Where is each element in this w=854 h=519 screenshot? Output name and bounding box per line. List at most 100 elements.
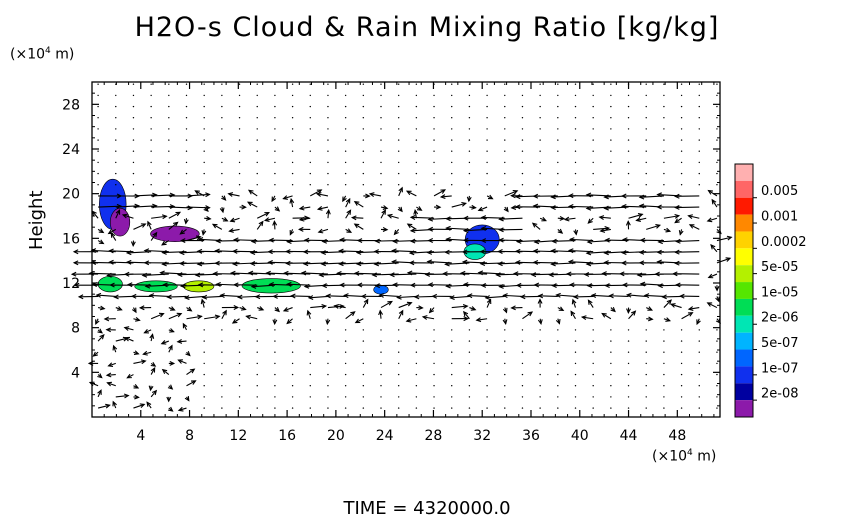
wind-vector-211 (221, 396, 223, 398)
wind-vector-564 (415, 139, 418, 141)
wind-vector-762 (512, 271, 541, 277)
wind-vector-104 (125, 250, 152, 256)
wind-vector-280 (236, 294, 258, 300)
wind-vector-517 (397, 329, 400, 331)
wind-vector-591 (433, 172, 435, 175)
wind-vector-124 (168, 360, 176, 366)
wind-vector-595 (433, 128, 435, 130)
wind-vector-938 (646, 316, 654, 322)
wind-vector-1022 (698, 385, 700, 387)
wind-vector-904 (627, 362, 630, 365)
wind-vector-903 (627, 373, 630, 376)
wind-vector-76 (133, 223, 147, 230)
wind-vector-387 (309, 105, 311, 108)
wind-vector-1010 (680, 184, 683, 186)
wind-vector-147 (168, 105, 170, 108)
wind-vector-808 (557, 94, 559, 97)
wind-vector-530 (397, 184, 400, 186)
wind-vector-552 (389, 272, 417, 278)
colorbar-swatch-5 (735, 248, 753, 266)
wind-vector-460 (343, 293, 364, 299)
cloud-patches (97, 178, 500, 295)
wind-vector-420 (344, 407, 347, 409)
wind-vector-894 (610, 139, 612, 141)
wind-vector-214 (221, 362, 223, 365)
wind-vector-58 (115, 94, 117, 97)
wind-vector-541 (415, 396, 418, 398)
wind-vector-992 (680, 385, 683, 387)
wind-vector-86 (132, 117, 135, 119)
wind-vector-986 (663, 117, 665, 119)
wind-vector-238 (221, 94, 223, 97)
chart-title: H2O-s Cloud & Rain Mixing Ratio [kg/kg] (134, 12, 720, 43)
wind-vector-590 (433, 184, 435, 186)
wind-vector-725 (521, 351, 524, 353)
wind-vector-1021 (698, 396, 700, 398)
wind-vector-356 (291, 117, 294, 119)
wind-vector-426 (344, 340, 347, 342)
wind-vector-113 (150, 150, 152, 152)
wind-vector-258 (239, 204, 247, 210)
wind-vector-70 (113, 294, 134, 300)
wind-vector-832 (574, 161, 577, 164)
wind-vector-844 (592, 362, 594, 365)
wind-vector-411 (327, 172, 329, 175)
wind-vector-176 (185, 117, 188, 119)
wind-vector-568 (415, 94, 418, 97)
plot-frame (91, 81, 721, 418)
wind-vector-1055 (716, 351, 718, 353)
wind-vector-962 (663, 385, 665, 387)
wind-vector-516 (397, 340, 400, 342)
wind-vector-1038 (674, 204, 700, 210)
wind-vector-207 (203, 105, 205, 108)
wind-vector-385 (309, 128, 311, 130)
wind-vector-836 (574, 117, 577, 119)
wind-vector-685 (486, 128, 488, 130)
wind-vector-758 (537, 318, 543, 325)
wind-vector-466 (353, 223, 364, 230)
wind-vector-800 (557, 184, 559, 186)
wind-vector-115 (150, 128, 152, 130)
wind-vector-862 (592, 161, 594, 164)
wind-vector-681 (486, 172, 488, 175)
wind-vector-300 (274, 407, 276, 409)
wind-vector-277 (256, 329, 258, 331)
wind-vector-397 (327, 329, 329, 331)
wind-vector-432 (318, 272, 346, 278)
wind-vector-412 (327, 161, 329, 164)
colorbar-swatch-2 (735, 197, 753, 215)
wind-vector-46 (107, 228, 117, 235)
wind-vector-165 (186, 235, 202, 242)
wind-vector-348 (289, 197, 295, 208)
wind-vector-826 (573, 229, 579, 236)
wind-vector-87 (132, 105, 135, 108)
wind-vector-129 (168, 306, 176, 311)
wind-vector-540 (415, 407, 418, 409)
wind-vector-783 (557, 373, 559, 376)
wind-vector-771 (539, 172, 541, 175)
wind-vector-279 (257, 306, 265, 311)
wind-vector-961 (663, 396, 665, 398)
wind-vector-1046 (698, 117, 700, 119)
wind-vector-692 (504, 385, 506, 387)
wind-vector-200 (203, 184, 205, 186)
wind-vector-335 (291, 351, 294, 353)
wind-vector-636 (468, 340, 471, 342)
wind-vector-1043 (698, 150, 700, 152)
wind-vector-136 (168, 221, 179, 230)
wind-vector-177 (185, 105, 188, 108)
wind-vector-167 (183, 218, 189, 225)
wind-vector-1037 (687, 214, 700, 219)
wind-vector-326 (274, 117, 276, 119)
wind-vector-637 (468, 329, 471, 331)
wind-vector-917 (628, 212, 644, 219)
wind-vector-506 (380, 117, 382, 119)
wind-vector-1074 (716, 139, 718, 141)
wind-vector-609 (451, 304, 469, 309)
wind-vector-264 (238, 139, 241, 141)
wind-vector-29 (97, 83, 99, 85)
wind-vector-1068 (711, 198, 718, 208)
wind-vector-545 (415, 351, 418, 353)
wind-vector-976 (663, 227, 672, 233)
wind-vector-106 (147, 220, 152, 230)
